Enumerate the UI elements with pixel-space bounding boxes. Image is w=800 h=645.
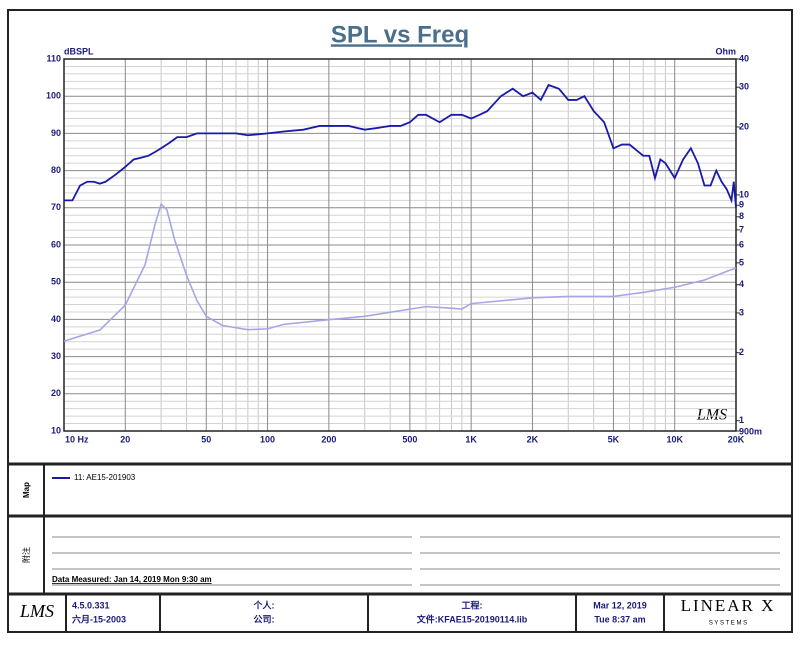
y2-tick-label: 1	[739, 415, 744, 425]
y2-axis-label: Ohm	[715, 46, 736, 56]
frame	[7, 9, 793, 633]
y2-tick-label: 30	[739, 82, 749, 92]
series-line	[64, 83, 737, 208]
chart-title: SPL vs Freq	[331, 21, 469, 48]
version: 4.5.0.331	[72, 600, 110, 610]
y2-tick-label: 7	[739, 224, 744, 234]
brand: LINEAR X	[681, 596, 776, 615]
y2-tick-label: 900m	[739, 426, 762, 436]
y2-tick-label: 20	[739, 121, 749, 131]
measured-note: Data Measured: Jan 14, 2019 Mon 9:30 am	[52, 575, 212, 584]
y-tick-label: 50	[51, 277, 61, 287]
y-tick-label: 40	[51, 314, 61, 324]
panel-label: Map	[22, 482, 31, 498]
footer-logo: LMS	[19, 601, 54, 621]
series-line	[63, 202, 737, 342]
y2-tick-label: 6	[739, 239, 744, 249]
y2-tick-label: 9	[739, 200, 744, 210]
x-tick-label: 500	[402, 434, 417, 444]
file: 文件:KFAE15-20190114.lib	[416, 613, 528, 624]
x-tick-label: 50	[201, 434, 211, 444]
person: 个人:	[253, 599, 275, 610]
y2-tick-label: 40	[739, 53, 749, 63]
project: 工程:	[462, 599, 483, 610]
y2-tick-label: 2	[739, 347, 744, 357]
date: Mar 12, 2019	[593, 600, 647, 610]
panel-label: 附注	[21, 547, 31, 563]
y-tick-label: 20	[51, 388, 61, 398]
y-tick-label: 70	[51, 202, 61, 212]
brand-sub: S Y S T E M S	[709, 621, 747, 627]
x-tick-label: 1K	[465, 434, 477, 444]
y-tick-label: 30	[51, 351, 61, 361]
y-tick-label: 60	[51, 239, 61, 249]
y-axis-label: dBSPL	[64, 46, 94, 56]
x-tick-label: 10K	[666, 434, 683, 444]
y2-tick-label: 8	[739, 211, 744, 221]
logo: LMS	[696, 407, 727, 424]
note-lines	[52, 536, 780, 586]
y-tick-label: 100	[46, 91, 61, 101]
build-date: 六月-15-2003	[72, 613, 126, 624]
y-tick-label: 80	[51, 165, 61, 175]
y2-tick-label: 3	[739, 307, 744, 317]
x-tick-label: 2K	[527, 434, 539, 444]
footer-dividers	[65, 594, 665, 632]
y2-tick-label: 4	[739, 279, 744, 289]
x-tick-label: 5K	[608, 434, 620, 444]
x-tick-label: 20	[120, 434, 130, 444]
plot-border	[63, 58, 737, 432]
y2-tick-label: 10	[739, 189, 749, 199]
plot: 10 Hz 20 50 100 200 500 1K 2K 5K 10K 20K 10 20 30 40 50…	[46, 53, 762, 444]
y-tick-label: 90	[51, 128, 61, 138]
legend-label: 11: AE15-201903	[74, 473, 136, 482]
x-tick-label: 200	[321, 434, 336, 444]
y2-tick-label: 5	[739, 257, 744, 267]
x-tick-label: 100	[260, 434, 275, 444]
time: Tue 8:37 am	[594, 614, 645, 624]
x-tick-label: 20K	[728, 434, 745, 444]
y-tick-label: 110	[46, 53, 61, 63]
company: 公司:	[254, 614, 275, 624]
x-tick-label: 10 Hz	[65, 434, 89, 444]
y-tick-label: 10	[51, 425, 61, 435]
